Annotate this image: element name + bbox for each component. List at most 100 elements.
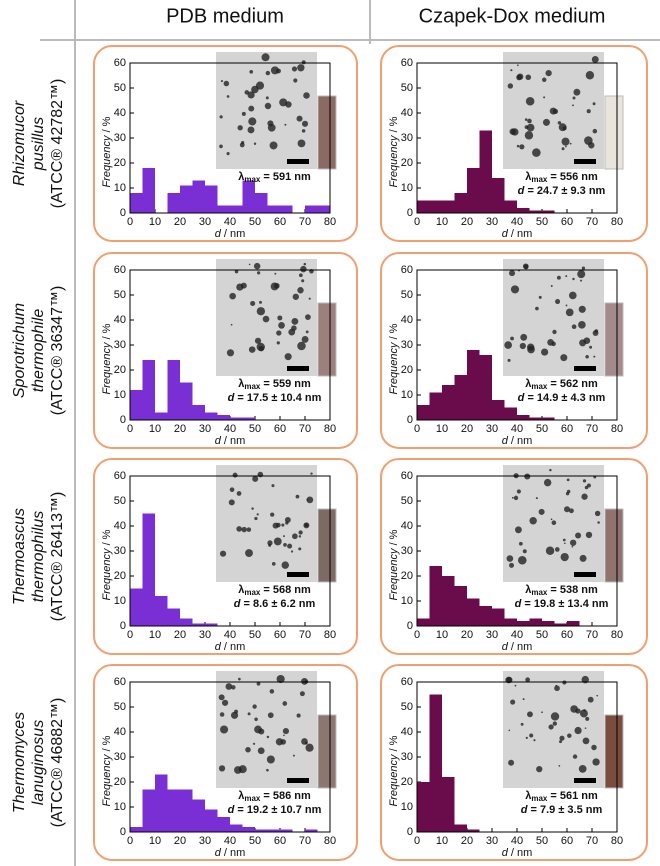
histogram-bar xyxy=(180,618,193,626)
y-tick-label: 10 xyxy=(401,801,413,813)
histogram-bar xyxy=(542,417,555,420)
tem-particle xyxy=(254,516,258,521)
plot-frame xyxy=(416,269,618,421)
x-tick-label: 80 xyxy=(611,835,623,847)
y-tick-label: 30 xyxy=(114,751,126,763)
histogram-bar xyxy=(492,400,505,420)
tem-particle xyxy=(287,543,293,549)
scale-bar xyxy=(287,572,309,577)
tem-particle xyxy=(219,115,223,119)
y-tick-label: 10 xyxy=(401,595,413,607)
tem-particle xyxy=(572,104,574,107)
histogram-bar xyxy=(192,405,205,420)
tem-particle xyxy=(558,764,561,767)
tem-particle xyxy=(525,74,532,81)
tem-particle xyxy=(582,737,590,745)
x-tick-label: 60 xyxy=(274,835,286,847)
histogram-bar xyxy=(205,623,218,626)
row-label: Sporotrichum xyxy=(11,303,28,398)
tem-particle xyxy=(277,315,283,321)
x-tick-label: 20 xyxy=(461,423,473,435)
x-axis-label: d / nm xyxy=(502,228,533,240)
y-tick-label: 0 xyxy=(120,414,126,426)
x-tick-label: 60 xyxy=(561,423,573,435)
tem-particle xyxy=(257,271,261,275)
row-label: thermophilus xyxy=(30,511,47,603)
tem-particle xyxy=(565,492,570,496)
tem-particle xyxy=(591,744,597,751)
size-label: d = 14.9 ± 4.3 nm xyxy=(518,392,606,404)
tem-particle xyxy=(541,348,549,356)
histogram-bar xyxy=(167,789,180,832)
x-tick-label: 70 xyxy=(586,835,598,847)
histogram-bar xyxy=(142,360,155,420)
y-tick-label: 50 xyxy=(401,82,413,94)
x-tick-label: 70 xyxy=(299,423,311,435)
scale-bar xyxy=(574,572,596,577)
tem-image xyxy=(216,465,317,582)
x-label-unit: / nm xyxy=(508,641,532,653)
histogram-bar xyxy=(504,200,517,213)
tem-particle xyxy=(543,478,552,487)
tem-particle xyxy=(234,766,242,774)
histogram-bar xyxy=(517,621,530,626)
tem-particle xyxy=(545,69,552,77)
lambda-subscript: max xyxy=(531,588,548,597)
lambda-subscript: max xyxy=(244,794,261,803)
x-tick-label: 70 xyxy=(586,629,598,641)
tem-particle xyxy=(305,743,314,752)
tem-particle xyxy=(507,358,511,362)
histogram-bar xyxy=(192,623,205,626)
tem-particle xyxy=(538,295,542,299)
y-tick-label: 10 xyxy=(401,389,413,401)
y-axis-label: Frequency / % xyxy=(388,735,400,806)
tem-particle xyxy=(562,538,566,542)
x-tick-label: 0 xyxy=(414,216,420,228)
tem-particle xyxy=(525,96,535,106)
histogram-bar xyxy=(267,205,280,213)
histogram-bar xyxy=(167,193,180,213)
tem-particle xyxy=(305,330,309,334)
x-tick-label: 70 xyxy=(299,835,311,847)
tem-particle xyxy=(249,69,254,74)
tem-particle xyxy=(550,712,560,721)
y-tick-label: 20 xyxy=(401,364,413,376)
tem-particle xyxy=(554,547,560,552)
tem-particle xyxy=(543,96,546,99)
tem-particle xyxy=(547,339,554,346)
histogram-bar xyxy=(167,360,180,420)
scale-bar xyxy=(287,159,309,164)
tem-particle xyxy=(253,262,261,270)
lambda-symbol: λ xyxy=(525,790,531,802)
x-tick-label: 10 xyxy=(436,216,448,228)
tem-particle xyxy=(588,142,595,149)
y-tick-label: 40 xyxy=(401,726,413,738)
histogram-bar xyxy=(142,168,155,213)
y-axis-label: Frequency / % xyxy=(101,323,113,394)
histogram-bar xyxy=(280,829,293,832)
histogram-bar xyxy=(130,827,143,832)
tem-particle xyxy=(564,506,571,513)
tem-particle xyxy=(561,147,565,151)
y-tick-label: 50 xyxy=(114,289,126,301)
histogram-bar xyxy=(529,618,542,626)
x-tick-label: 30 xyxy=(199,216,211,228)
lambda-subscript: max xyxy=(531,175,548,184)
lambda-label: λmax = 591 nm xyxy=(238,171,311,184)
tem-particle xyxy=(574,726,582,735)
tem-particle xyxy=(592,128,598,134)
x-tick-label: 0 xyxy=(414,423,420,435)
tem-particle xyxy=(592,758,600,766)
tem-particle xyxy=(525,736,528,739)
vial xyxy=(317,714,337,789)
histogram-bar xyxy=(192,799,205,832)
tem-particle xyxy=(579,709,588,718)
x-tick-label: 50 xyxy=(249,423,261,435)
lambda-label: λmax = 568 nm xyxy=(238,584,311,597)
tem-particle xyxy=(241,140,245,145)
tem-particle xyxy=(284,516,291,523)
histogram-bar xyxy=(205,809,218,832)
histogram-bar xyxy=(280,205,293,213)
histogram-bar xyxy=(542,210,555,213)
lambda-label: λmax = 586 nm xyxy=(238,790,311,803)
